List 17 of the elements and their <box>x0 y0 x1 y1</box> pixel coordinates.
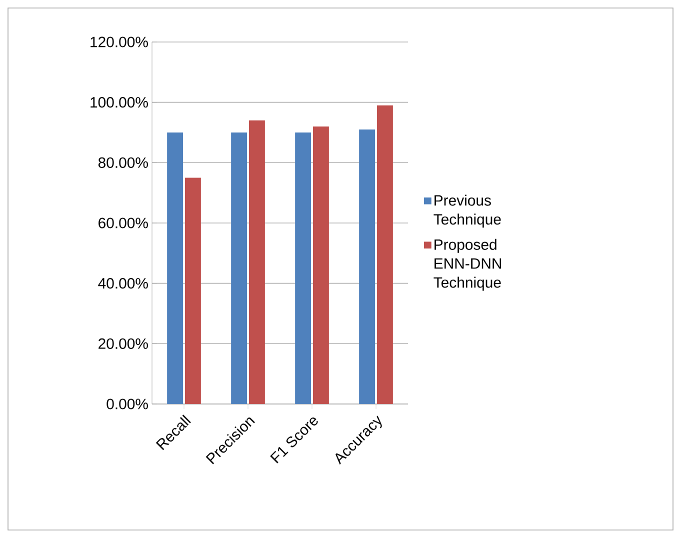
y-tick-label: 20.00% <box>98 338 148 349</box>
y-tick-label: 120.00% <box>90 36 148 48</box>
bar <box>359 129 376 404</box>
bar <box>185 178 201 404</box>
bar <box>377 105 393 404</box>
bar <box>231 132 248 404</box>
legend-label: Proposed ENN-DNN Technique <box>434 238 502 291</box>
bar <box>249 120 265 404</box>
y-tick-label: 0.00% <box>106 398 148 410</box>
bar <box>295 132 312 404</box>
legend-label: Previous Technique <box>434 194 501 228</box>
y-tick-label: 40.00% <box>98 278 148 289</box>
y-tick-label: 60.00% <box>98 218 148 228</box>
y-tick-label: 100.00% <box>90 97 148 108</box>
bar <box>167 132 184 404</box>
bar <box>313 126 329 404</box>
y-tick-label: 80.00% <box>98 157 148 168</box>
